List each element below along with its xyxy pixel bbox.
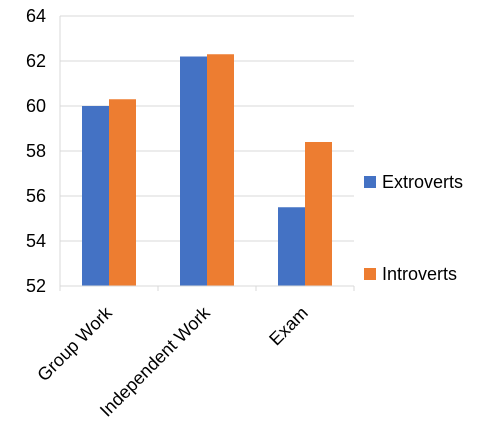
legend: Extroverts Introverts — [364, 172, 463, 284]
x-tick-label: Group Work — [33, 302, 116, 385]
y-tick-label: 62 — [26, 51, 46, 71]
legend-swatch-extroverts — [364, 176, 376, 188]
legend-label-introverts: Introverts — [382, 264, 457, 284]
bar-introverts-1 — [207, 54, 234, 286]
y-tick-label: 64 — [26, 6, 46, 26]
bar-introverts-2 — [305, 142, 332, 286]
bar-extroverts-0 — [82, 106, 109, 286]
y-tick-label: 52 — [26, 276, 46, 296]
legend-label-extroverts: Extroverts — [382, 172, 463, 192]
legend-swatch-introverts — [364, 268, 376, 280]
bar-introverts-0 — [109, 99, 136, 286]
x-tick-label: Exam — [265, 303, 312, 350]
bars — [82, 54, 332, 286]
y-tick-label: 58 — [26, 141, 46, 161]
bar-extroverts-2 — [278, 207, 305, 286]
x-tick-label: Independent Work — [96, 302, 215, 421]
y-tick-label: 56 — [26, 186, 46, 206]
y-tick-label: 54 — [26, 231, 46, 251]
y-tick-label: 60 — [26, 96, 46, 116]
y-tick-labels: 52 54 56 58 60 62 64 — [26, 6, 46, 296]
axes — [59, 16, 355, 291]
bar-extroverts-1 — [180, 56, 207, 286]
